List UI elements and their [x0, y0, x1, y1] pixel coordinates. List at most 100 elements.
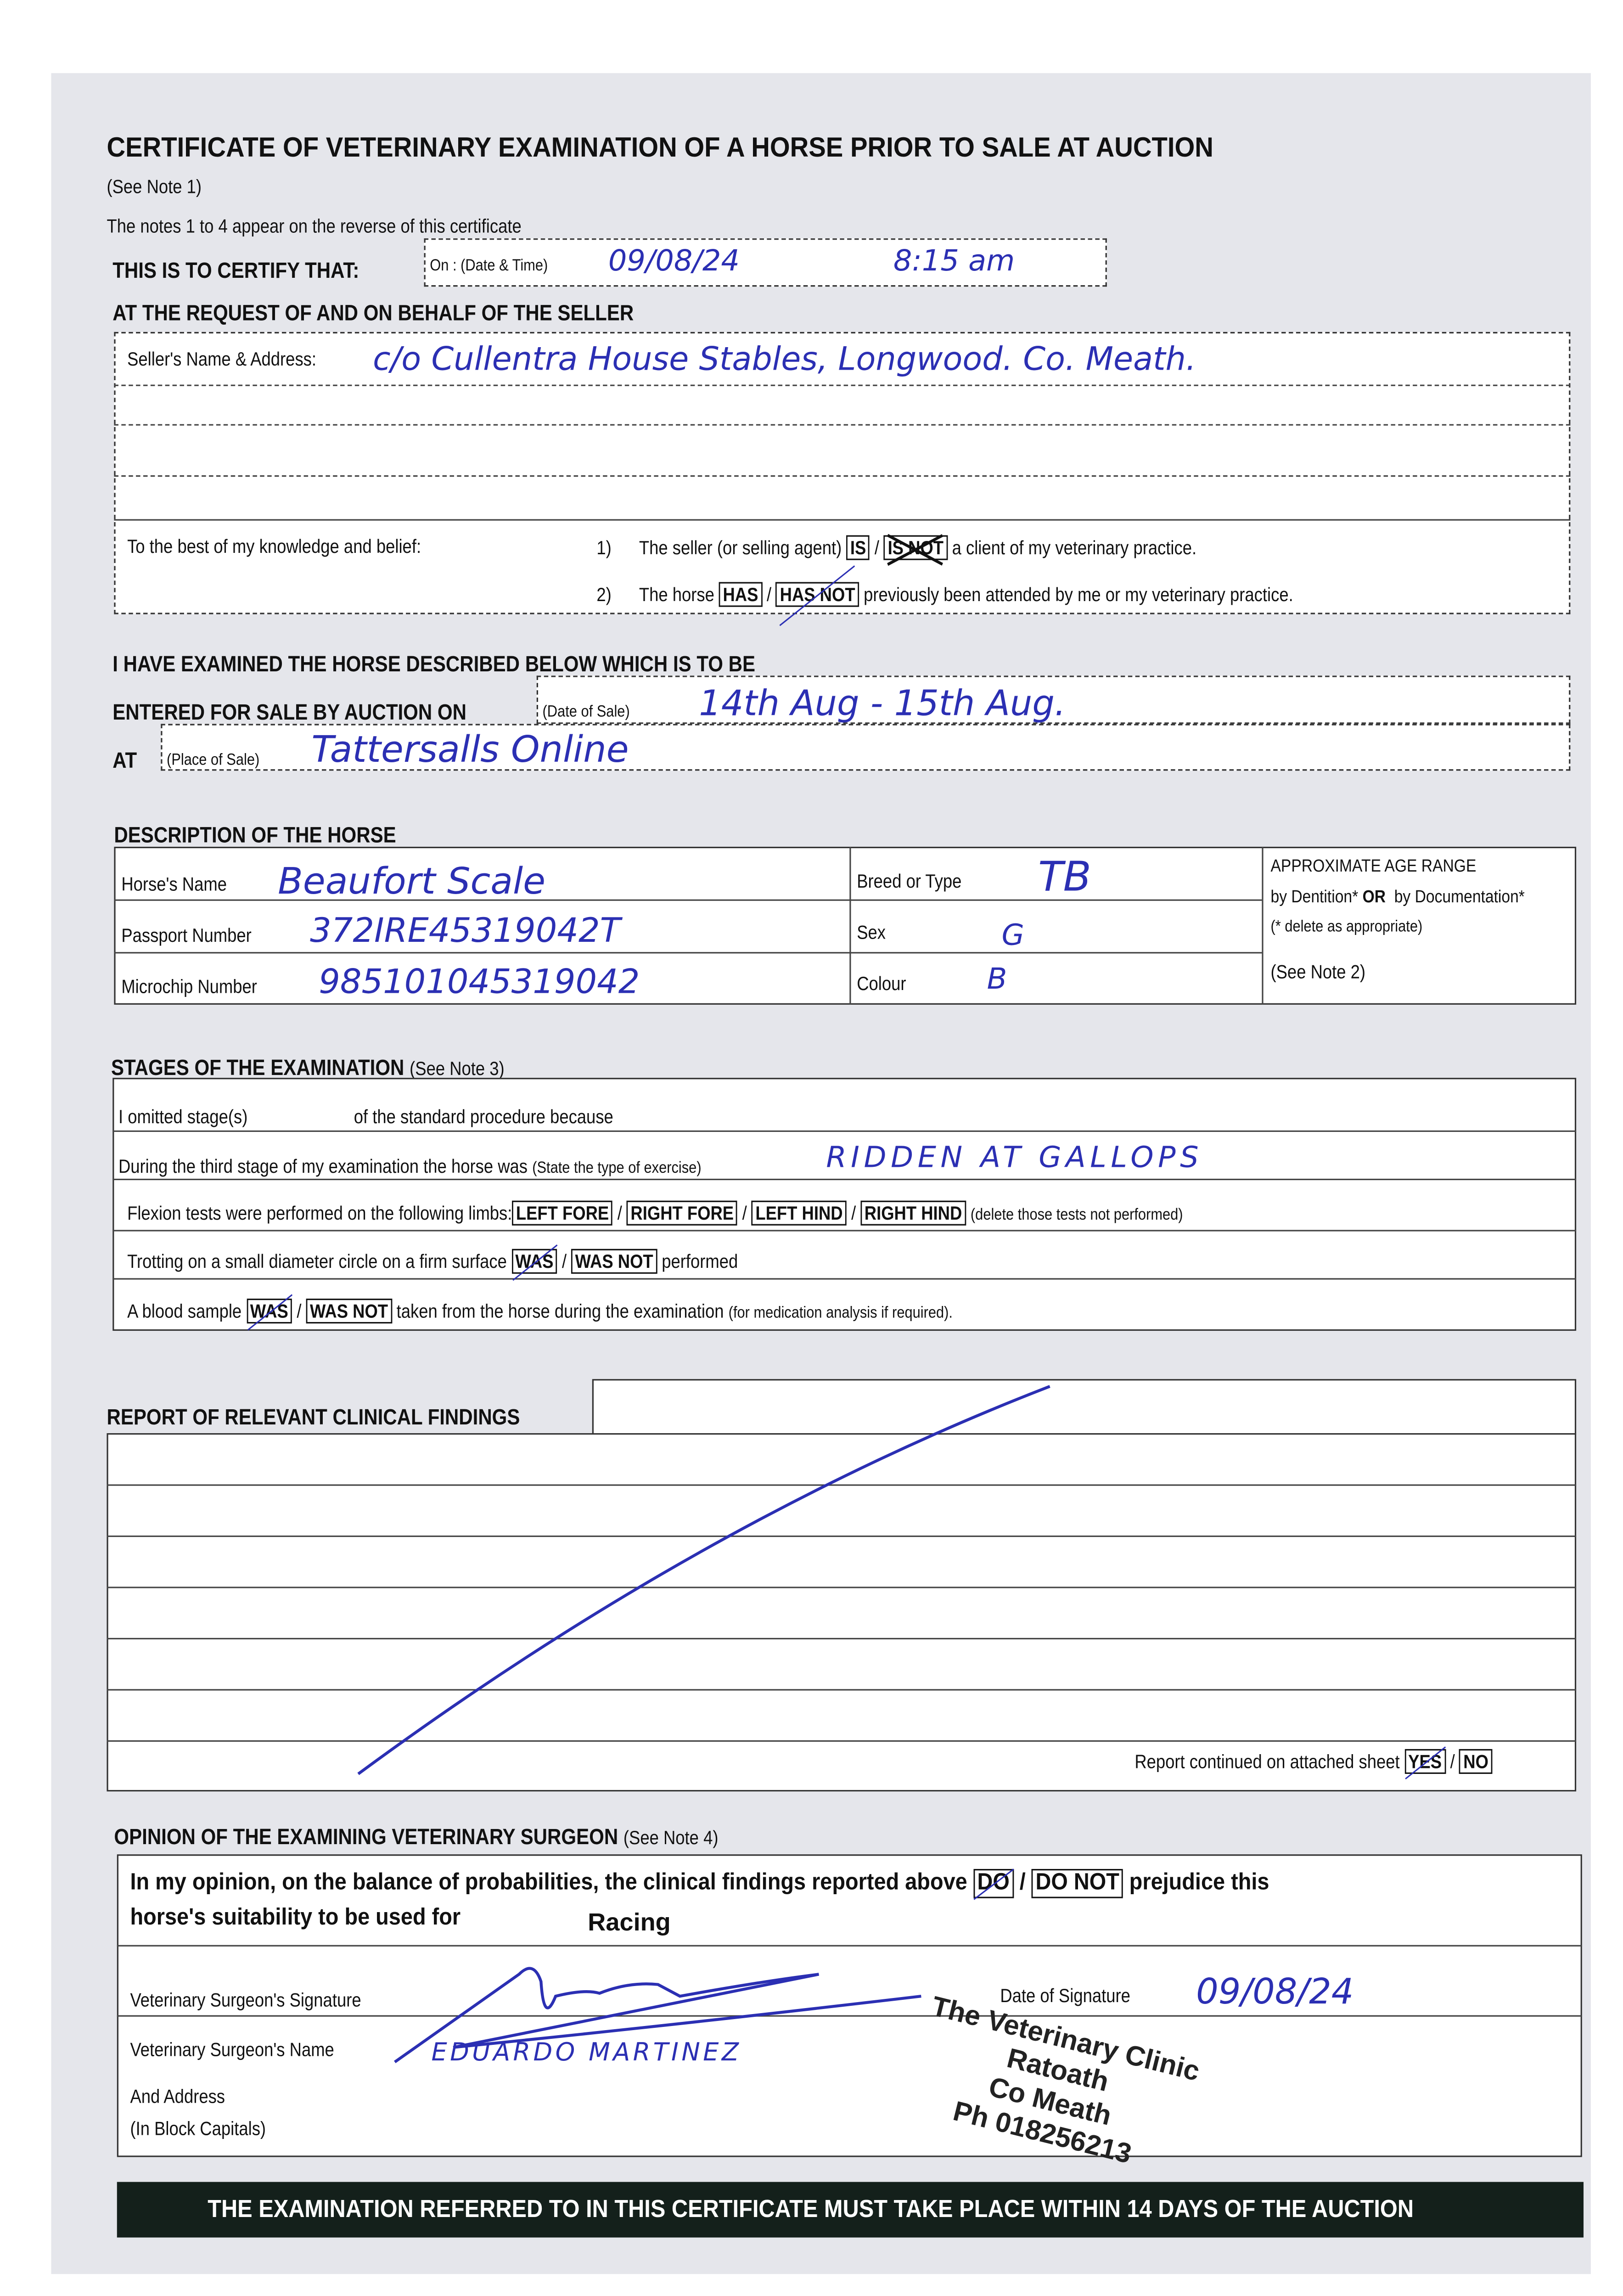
- limb-left-hind[interactable]: LEFT HIND: [751, 1200, 847, 1226]
- statement-1: 1) The seller (or selling agent) IS / IS…: [596, 535, 1196, 560]
- report-header-box[interactable]: [592, 1379, 1577, 1435]
- sale-heading: I HAVE EXAMINED THE HORSE DESCRIBED BELO…: [112, 652, 756, 677]
- passport-label: Passport Number: [121, 924, 252, 946]
- opinion-note: (See Note 4): [623, 1826, 719, 1849]
- age-see-note: (See Note 2): [1270, 961, 1366, 983]
- exam-time-value: 8:15 am: [893, 242, 1015, 278]
- blood-was-not[interactable]: WAS NOT: [306, 1299, 392, 1324]
- signature-image: [394, 1967, 921, 2064]
- description-table: [114, 846, 1577, 1005]
- report-findings-area[interactable]: [107, 1433, 1577, 1792]
- exam-datetime-field[interactable]: On : (Date & Time) 09/08/24 8:15 am: [424, 238, 1107, 287]
- sale-place-value: Tattersalls Online: [311, 728, 629, 771]
- microchip-label: Microchip Number: [121, 975, 257, 997]
- blood-note: (for medication analysis if required).: [728, 1304, 953, 1322]
- knowledge-label: To the best of my knowledge and belief:: [127, 535, 421, 557]
- footer-text: THE EXAMINATION REFERRED TO IN THIS CERT…: [208, 2195, 1414, 2223]
- age-range-method: by Dentition* OR by Documentation*: [1271, 886, 1525, 907]
- colour-label: Colour: [857, 972, 906, 995]
- statement-text: a client of my veterinary practice.: [952, 536, 1197, 559]
- sex-label: Sex: [857, 921, 886, 944]
- date-of-signature-value[interactable]: 09/08/24: [1196, 1971, 1354, 2013]
- horse-name-label: Horse's Name: [121, 873, 227, 895]
- intended-use-value[interactable]: Racing: [588, 1908, 671, 1936]
- omitted-label-b: of the standard procedure because: [354, 1105, 613, 1128]
- limb-left-fore[interactable]: LEFT FORE: [512, 1200, 613, 1226]
- stages-note: (See Note 3): [410, 1057, 505, 1080]
- statement-number: 1): [596, 536, 612, 559]
- third-stage-text: During the third stage of my examination…: [118, 1155, 528, 1177]
- third-stage-value[interactable]: RIDDEN AT GALLOPS: [826, 1139, 1203, 1175]
- statement-text: The horse: [639, 583, 714, 606]
- statement-number: 2): [596, 583, 612, 606]
- limb-right-hind[interactable]: RIGHT HIND: [860, 1200, 966, 1226]
- opinion-do-not[interactable]: DO NOT: [1031, 1869, 1123, 1898]
- flexion-row: Flexion tests were performed on the foll…: [127, 1200, 1183, 1226]
- notes-line: The notes 1 to 4 appear on the reverse o…: [107, 215, 522, 237]
- date-of-signature-label: Date of Signature: [1000, 1984, 1130, 2007]
- statement-2: 2) The horse HAS / HAS NOT previously be…: [596, 582, 1293, 607]
- signature-label: Veterinary Surgeon's Signature: [130, 1989, 361, 2011]
- colour-value[interactable]: B: [987, 961, 1007, 996]
- option-is[interactable]: IS: [846, 535, 870, 560]
- sale-date-value: 14th Aug - 15th Aug.: [699, 683, 1066, 724]
- blood-was-deleted[interactable]: WAS: [246, 1299, 292, 1324]
- breed-value[interactable]: TB: [1038, 852, 1091, 901]
- sale-place-label: (Place of Sale): [167, 751, 260, 770]
- surgeon-name-label: Veterinary Surgeon's Name: [130, 2038, 334, 2061]
- sale-place-field[interactable]: (Place of Sale) Tattersalls Online: [161, 724, 1571, 771]
- sale-at-label: AT: [112, 748, 137, 774]
- trot-row: Trotting on a small diameter circle on a…: [127, 1249, 738, 1274]
- flexion-label: Flexion tests were performed on the foll…: [127, 1202, 512, 1224]
- stages-title: STAGES OF THE EXAMINATION: [111, 1056, 404, 1081]
- see-note-1: (See Note 1): [107, 175, 202, 197]
- option-is-not-deleted[interactable]: IS NOT: [884, 535, 948, 560]
- age-delete-note: (* delete as appropriate): [1270, 918, 1423, 936]
- seller-name-label: Seller's Name & Address:: [127, 348, 317, 370]
- trot-post: performed: [662, 1250, 738, 1272]
- certify-label: THIS IS TO CERTIFY THAT:: [112, 259, 359, 284]
- sex-value[interactable]: G: [1001, 917, 1024, 952]
- stages-heading: STAGES OF THE EXAMINATION (See Note 3): [111, 1056, 505, 1080]
- opinion-heading: OPINION OF THE EXAMINING VETERINARY SURG…: [114, 1825, 718, 1850]
- age-by-documentation[interactable]: by Documentation*: [1394, 886, 1525, 907]
- seller-box: [114, 332, 1571, 614]
- opinion-text-a: In my opinion, on the balance of probabi…: [130, 1870, 967, 1896]
- report-continued-row: Report continued on attached sheet YES /…: [1134, 1749, 1493, 1774]
- blood-post: taken from the horse during the examinat…: [396, 1300, 724, 1322]
- trot-was-deleted[interactable]: WAS: [511, 1249, 557, 1274]
- age-range-title: APPROXIMATE AGE RANGE: [1270, 855, 1477, 876]
- limb-right-fore[interactable]: RIGHT FORE: [627, 1200, 738, 1226]
- address-label: And Address: [130, 2085, 225, 2108]
- block-capitals-note: (In Block Capitals): [130, 2117, 266, 2140]
- report-no[interactable]: NO: [1459, 1749, 1493, 1774]
- stages-table: [112, 1078, 1577, 1331]
- statement-text: The seller (or selling agent): [639, 536, 842, 559]
- seller-name-value[interactable]: c/o Cullentra House Stables, Longwood. C…: [373, 342, 1196, 379]
- trot-label: Trotting on a small diameter circle on a…: [127, 1250, 507, 1272]
- option-has[interactable]: HAS: [719, 582, 762, 607]
- option-has-not-deleted[interactable]: HAS NOT: [776, 582, 859, 607]
- page-title: CERTIFICATE OF VETERINARY EXAMINATION OF…: [107, 133, 1213, 164]
- surgeon-name-value[interactable]: EDUARDO MARTINEZ: [431, 2038, 742, 2068]
- horse-name-value[interactable]: Beaufort Scale: [278, 860, 546, 902]
- opinion-title: OPINION OF THE EXAMINING VETERINARY SURG…: [114, 1825, 618, 1850]
- statement-text: previously been attended by me or my vet…: [864, 583, 1293, 606]
- report-continued-label: Report continued on attached sheet: [1134, 1750, 1400, 1773]
- report-heading: REPORT OF RELEVANT CLINICAL FINDINGS: [107, 1405, 520, 1430]
- sale-date-field[interactable]: (Date of Sale) 14th Aug - 15th Aug.: [536, 675, 1571, 724]
- trot-was-not[interactable]: WAS NOT: [571, 1249, 657, 1274]
- breed-label: Breed or Type: [857, 870, 962, 892]
- blood-row: A blood sample WAS / WAS NOT taken from …: [127, 1299, 953, 1324]
- date-time-label: On : (Date & Time): [430, 257, 548, 275]
- report-yes-deleted[interactable]: YES: [1404, 1749, 1446, 1774]
- sale-entered-label: ENTERED FOR SALE BY AUCTION ON: [112, 700, 467, 726]
- age-by-dentition[interactable]: by Dentition*: [1270, 886, 1359, 907]
- sale-date-label: (Date of Sale): [542, 703, 630, 721]
- microchip-value[interactable]: 985101045319042: [319, 963, 640, 1002]
- exam-date-value: 09/08/24: [608, 242, 740, 278]
- opinion-do-deleted[interactable]: DO: [973, 1869, 1014, 1898]
- passport-value[interactable]: 372IRE45319042T: [310, 912, 621, 951]
- description-heading: DESCRIPTION OF THE HORSE: [114, 823, 396, 849]
